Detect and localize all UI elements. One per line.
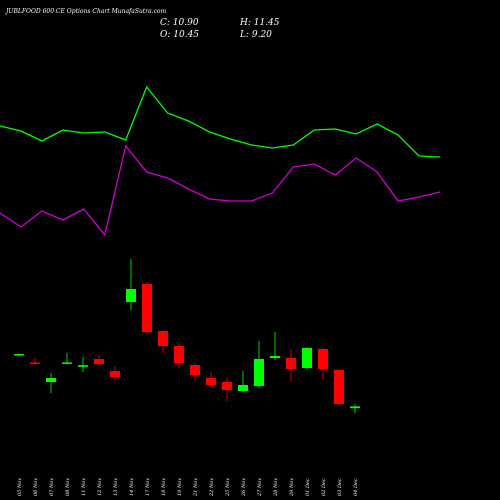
candle-body	[94, 359, 104, 364]
candle-body	[78, 365, 88, 367]
x-tick-label: 21 Nov	[193, 478, 199, 497]
candle-body	[30, 362, 40, 364]
candle-body	[318, 349, 328, 369]
candle-body	[302, 348, 312, 368]
x-tick-label: 27 Nov	[257, 478, 263, 497]
x-tick-label: 01 Dec	[305, 478, 311, 496]
candle-body	[46, 378, 56, 382]
candle-body	[62, 362, 72, 364]
x-tick-label: 06 Nov	[33, 478, 39, 496]
x-tick-label: 02 Dec	[321, 478, 327, 496]
chart-title: JUBLFOOD 600 CE Options Chart MunafaSutr…	[4, 8, 167, 15]
candle-body	[206, 378, 216, 385]
open-label: O: 10.45	[160, 30, 199, 40]
x-tick-label: 14 Nov	[129, 478, 135, 496]
high-label: H: 11.45	[239, 18, 280, 28]
x-tick-label: 19 Nov	[177, 478, 183, 496]
close-label: C: 10.90	[160, 18, 199, 28]
candle-body	[286, 358, 296, 369]
x-tick-label: 18 Nov	[161, 478, 167, 496]
candle-body	[334, 370, 344, 404]
candle-body	[14, 354, 24, 356]
indicator-line	[0, 144, 441, 237]
candle-body	[126, 289, 136, 302]
x-tick-label: 03 Dec	[337, 478, 343, 496]
candle-body	[238, 385, 248, 391]
candle-body	[158, 331, 168, 346]
x-tick-label: 22 Nov	[209, 478, 215, 497]
candle-body	[142, 284, 152, 332]
candle-body	[350, 406, 360, 409]
x-tick-label: 07 Nov	[49, 478, 55, 496]
low-label: L: 9.20	[239, 30, 272, 40]
x-tick-label: 08 Nov	[65, 478, 71, 496]
x-tick-label: 28 Nov	[273, 478, 279, 497]
indicator-line	[0, 85, 441, 158]
x-tick-label: 25 Nov	[225, 478, 231, 497]
x-tick-label: 13 Nov	[113, 478, 119, 496]
candle-body	[254, 359, 264, 386]
x-tick-label: 12 Nov	[97, 478, 103, 496]
candle-body	[270, 356, 280, 358]
candle-body	[222, 382, 232, 390]
candle-body	[190, 365, 200, 375]
candle-body	[110, 371, 120, 377]
x-tick-label: 29 Nov	[289, 478, 295, 497]
candle-body	[174, 346, 184, 363]
x-tick-label: 05 Nov	[17, 478, 23, 496]
x-tick-label: 26 Nov	[241, 478, 247, 497]
x-tick-label: 17 Nov	[145, 478, 151, 496]
x-tick-label: 04 Dec	[353, 478, 359, 496]
x-tick-label: 11 Nov	[81, 478, 87, 496]
